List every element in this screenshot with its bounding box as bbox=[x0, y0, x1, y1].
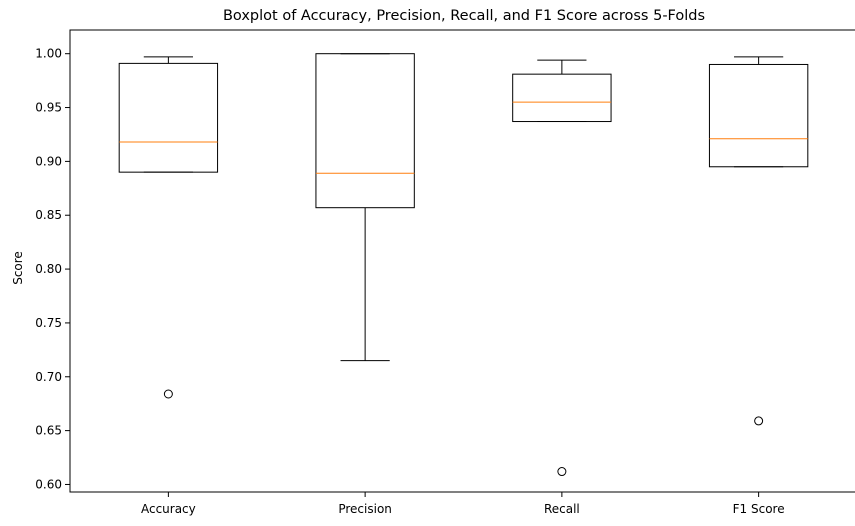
y-tick-label-7: 0.95 bbox=[35, 101, 62, 115]
x-tick-label-2: Recall bbox=[544, 502, 580, 516]
y-tick-label-6: 0.90 bbox=[35, 154, 62, 168]
x-tick-label-3: F1 Score bbox=[733, 502, 785, 516]
recall-box bbox=[512, 73, 612, 123]
f1-score-box bbox=[708, 63, 809, 168]
y-axis-label: Score bbox=[11, 251, 25, 285]
y-tick-label-4: 0.80 bbox=[35, 262, 62, 276]
x-tick-label-0: Accuracy bbox=[141, 502, 196, 516]
y-tick-label-8: 1.00 bbox=[35, 47, 62, 61]
plot-frame bbox=[69, 29, 855, 493]
precision-box bbox=[315, 53, 415, 209]
y-tick-label-5: 0.85 bbox=[35, 208, 62, 222]
x-axis: Accuracy Precision Recall F1 Score bbox=[141, 492, 785, 516]
x-tick-label-1: Precision bbox=[338, 502, 392, 516]
y-tick-label-1: 0.65 bbox=[35, 424, 62, 438]
accuracy-outlier-0 bbox=[163, 389, 173, 399]
y-tick-label-2: 0.70 bbox=[35, 370, 62, 384]
y-tick-label-0: 0.60 bbox=[35, 477, 62, 491]
boxes bbox=[118, 53, 809, 477]
chart-title: Boxplot of Accuracy, Precision, Recall, … bbox=[223, 8, 705, 24]
y-axis: 0.60 0.65 0.70 0.75 0.80 0.85 0.90 0.95 1.00 bbox=[35, 47, 70, 491]
recall-outlier-0 bbox=[557, 467, 567, 477]
f1-score-outlier-0 bbox=[754, 416, 764, 426]
y-tick-label-3: 0.75 bbox=[35, 316, 62, 330]
accuracy-box bbox=[118, 62, 219, 173]
